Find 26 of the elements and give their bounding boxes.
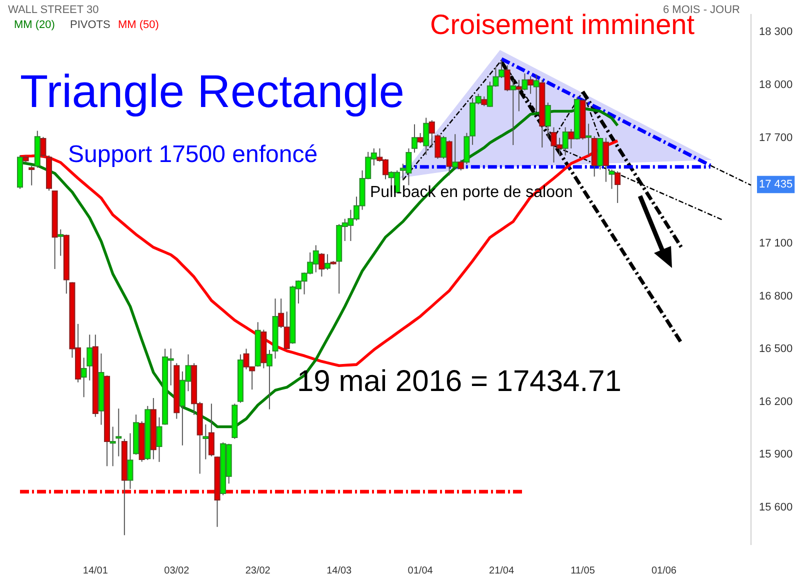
annotation: Triangle Rectangle [20,65,404,117]
chart-title: WALL STREET 30 [8,4,99,16]
y-tick-label: 17 700 [759,132,793,144]
x-tick-label: 14/03 [326,565,352,576]
x-tick-label: 23/02 [245,565,271,576]
x-tick-label: 11/05 [570,565,596,576]
y-tick-label: 16 800 [759,290,793,302]
x-tick-label: 21/04 [489,565,514,576]
y-tick-label: 17 100 [759,237,793,250]
y-tick-label: 18 000 [759,79,793,92]
y-tick-label: 16 200 [759,396,793,408]
text: MM (50) [118,19,159,31]
text: MM (20) [14,19,55,31]
y-tick-label: 17 435 [759,178,793,191]
x-tick-label: 01/04 [408,565,434,576]
chart-subtitle: 6 MOIS - JOUR [662,4,740,16]
annotation: Support 17500 enfoncé [68,141,318,168]
y-tick-label: 18 300 [759,26,793,38]
y-tick-label: 16 500 [759,343,793,356]
annotation: PIVOTS [70,19,110,31]
y-tick-label: 15 900 [759,448,793,461]
x-tick-label: 01/06 [651,565,677,576]
annotation: 19 mai 2016 = 17434.71 [297,365,622,398]
x-tick-label: 14/01 [82,565,108,576]
y-tick-label: 15 600 [759,502,793,514]
x-tick-label: 03/02 [164,565,190,576]
